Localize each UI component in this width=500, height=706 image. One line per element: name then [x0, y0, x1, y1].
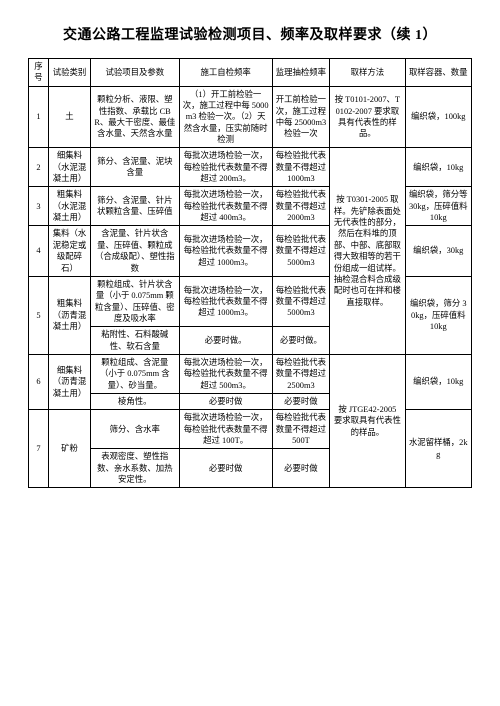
cell-container: 编织袋，10kg [405, 148, 471, 187]
table-row: 2 细集料（水泥混凝土用） 筛分、含泥量、泥块含量 每批次进场检验一次，每检验批… [29, 148, 472, 187]
cell-container: 编织袋，30kg [405, 226, 471, 276]
cell-container: 编织袋，筛分 30kg，压碎值料 10kg [405, 276, 471, 354]
cell-param: 含泥量、针片状含量、压碎值、颗粒成（合成级配）、塑性指数 [91, 226, 180, 276]
table-row: 5 粗集料（沥青混凝土用） 颗粒组成、针片状含量（小于 0.075mm 颗粒含量… [29, 276, 472, 326]
table-row: 6 细集料（沥青混凝土用） 颗粒组成、含泥量（小于 0.075mm 含量）、砂当… [29, 354, 472, 393]
cell-self: 必要时做 [179, 393, 272, 409]
cell-sup: 必要时做 [272, 393, 330, 409]
cell-self: 每批次进场检验一次，每检验批代表数量不得超过 1000m3。 [179, 226, 272, 276]
cell-param: 筛分、含泥量、针片状颗粒含量、压碎值 [91, 187, 180, 226]
cell-sup: 每检验批代表数量不得超过 1000m3 [272, 148, 330, 187]
cell-self: 必要时做 [179, 449, 272, 488]
cell-container: 编织袋，10kg [405, 354, 471, 409]
cell-no: 1 [29, 86, 49, 148]
cell-no: 7 [29, 410, 49, 488]
cell-container: 编织袋，筛分等 30kg，压碎值料 10kg [405, 187, 471, 226]
cell-self: 必要时做。 [179, 327, 272, 355]
cell-sup: 开工前检验一次，施工过程中每 25000m3 检验一次 [272, 86, 330, 148]
col-container: 取样容器、数量 [405, 59, 471, 87]
cell-method: 按 JTGE42-2005 要求取具有代表性的样品。 [330, 354, 405, 487]
col-no: 序号 [29, 59, 49, 87]
cell-category: 细集料（水泥混凝土用） [48, 148, 90, 187]
cell-sup: 每检验批代表数量不得超过 5000m3 [272, 226, 330, 276]
cell-no: 2 [29, 148, 49, 187]
cell-sup: 必要时做。 [272, 327, 330, 355]
cell-no: 5 [29, 276, 49, 354]
table-row: 1 土 颗粒分析、液限、塑性指数、承载比 CBR、最大干密度、最佳含水量、天然含… [29, 86, 472, 148]
cell-self: 每批次进场检验一次，每检验批代表数量不得超过 500m3。 [179, 354, 272, 393]
cell-category: 集料（水泥稳定或级配碎石） [48, 226, 90, 276]
cell-category: 矿粉 [48, 410, 90, 488]
col-method: 取样方法 [330, 59, 405, 87]
cell-no: 4 [29, 226, 49, 276]
cell-self: 每批次进场检验一次，每检验批代表数量不得超过 200m3。 [179, 148, 272, 187]
col-self: 施工自检频率 [179, 59, 272, 87]
cell-category: 土 [48, 86, 90, 148]
cell-param: 表观密度、塑性指数、亲水系数、加热安定性。 [91, 449, 180, 488]
cell-sup: 每检验批代表数量不得超过 2000m3 [272, 187, 330, 226]
cell-category: 粗集料（水泥混凝土用） [48, 187, 90, 226]
cell-param: 颗粒组成、含泥量（小于 0.075mm 含量）、砂当量。 [91, 354, 180, 393]
cell-param: 筛分、含水率 [91, 410, 180, 449]
cell-container: 水泥留样桶，2kg [405, 410, 471, 488]
cell-sup: 必要时做 [272, 449, 330, 488]
cell-param: 筛分、含泥量、泥块含量 [91, 148, 180, 187]
cell-category: 细集料（沥青混凝土用） [48, 354, 90, 409]
cell-param: 颗粒组成、针片状含量（小于 0.075mm 颗粒含量）、压碎值、密度及吸水率 [91, 276, 180, 326]
cell-sup: 每检验批代表数量不得超过 500T [272, 410, 330, 449]
cell-param: 颗粒分析、液限、塑性指数、承载比 CBR、最大干密度、最佳含水量、天然含水量 [91, 86, 180, 148]
cell-param: 棱角性。 [91, 393, 180, 409]
cell-self: 每批次进场检验一次，每检验批代表数量不得超过 1000m3。 [179, 276, 272, 326]
table-row: 4 集料（水泥稳定或级配碎石） 含泥量、针片状含量、压碎值、颗粒成（合成级配）、… [29, 226, 472, 276]
page-title: 交通公路工程监理试验检测项目、频率及取样要求（续 1） [28, 24, 472, 44]
col-sup: 监理抽检频率 [272, 59, 330, 87]
cell-self: 每批次进场检验一次，每检验批代表数量不得超过 400m3。 [179, 187, 272, 226]
cell-method: 按 T0301-2005 取样。先铲除表面处无代表性的部分，然后在料堆的顶部、中… [330, 148, 405, 355]
cell-param: 粘附性、石料酸碱性、软石含量 [91, 327, 180, 355]
table-row: 3 粗集料（水泥混凝土用） 筛分、含泥量、针片状颗粒含量、压碎值 每批次进场检验… [29, 187, 472, 226]
table-row: 7 矿粉 筛分、含水率 每批次进场检验一次，每检验批代表数量不得超过 100T。… [29, 410, 472, 449]
cell-method: 按 T0101-2007、T0102-2007 要求取具有代表性的样品。 [330, 86, 405, 148]
cell-category: 粗集料（沥青混凝土用） [48, 276, 90, 354]
cell-no: 6 [29, 354, 49, 409]
inspection-table: 序号 试验类别 试验项目及参数 施工自检频率 监理抽检频率 取样方法 取样容器、… [28, 58, 472, 488]
cell-self: （1）开工前检验一次，施工过程中每 5000m3 检验一次。（2）天然含水量，压… [179, 86, 272, 148]
cell-self: 每批次进场检验一次，每检验批代表数量不得超过 100T。 [179, 410, 272, 449]
col-category: 试验类别 [48, 59, 90, 87]
cell-sup: 每检验批代表数量不得超过 5000m3 [272, 276, 330, 326]
cell-sup: 每检验批代表数量不得超过 2500m3 [272, 354, 330, 393]
col-param: 试验项目及参数 [91, 59, 180, 87]
cell-no: 3 [29, 187, 49, 226]
cell-container: 编织袋，100kg [405, 86, 471, 148]
